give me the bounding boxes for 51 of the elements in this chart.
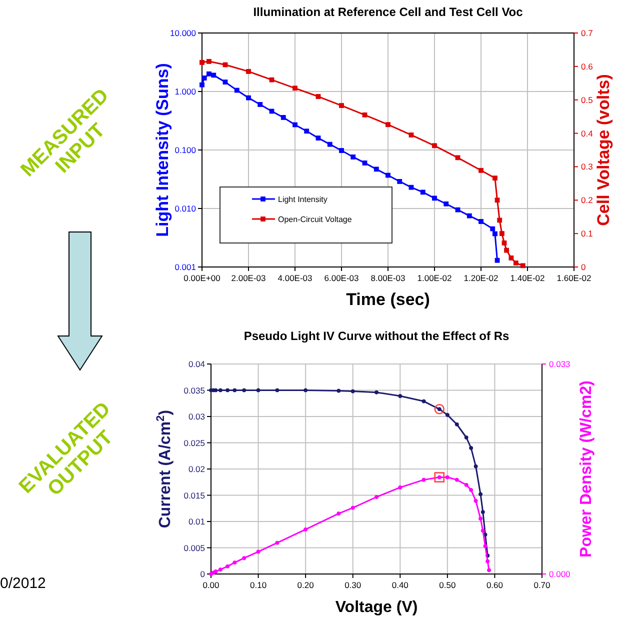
x-tick-label: 0.00 (202, 580, 220, 590)
y2-tick-label: 0.000 (549, 569, 571, 579)
x-tick-label: 0.50 (439, 580, 456, 590)
y2-tick-label: 0.6 (581, 61, 594, 72)
y2-tick-label: 0.1 (581, 228, 594, 239)
x-tick-label: 6.00E-03 (324, 273, 360, 283)
x-tick-label: 1.00E-02 (417, 273, 452, 283)
x-tick-label: 0.60 (486, 580, 504, 590)
x-axis-title: Time (sec) (346, 290, 430, 309)
y-tick-label: 0 (200, 569, 206, 579)
legend-label: Open-Circuit Voltage (278, 215, 352, 224)
x-tick-label: 0.00E+00 (184, 273, 221, 283)
y-tick-label: 0.01 (188, 516, 206, 526)
y-tick-label: 0.02 (188, 464, 206, 474)
x-tick-label: 4.00E-03 (278, 273, 313, 283)
y2-tick-label: 0.033 (549, 359, 571, 369)
text: 0/2012 (0, 575, 46, 592)
y-tick-label: 10.000 (170, 28, 196, 38)
y2-tick-label: 0.3 (581, 162, 594, 172)
y2-tick-label: 0 (581, 262, 586, 272)
y-axis-title: Light Intensity (Suns) (153, 63, 172, 237)
y-tick-label: 1.000 (174, 86, 196, 96)
x-tick-label: 1.40E-02 (510, 273, 546, 283)
y-tick-label: 0.015 (184, 490, 206, 500)
x-tick-label: 1.60E-02 (556, 273, 592, 283)
x-tick-label: 0.40 (392, 580, 409, 590)
y-tick-label: 0.03 (188, 412, 206, 422)
x-tick-label: 0.10 (250, 580, 267, 590)
y2-axis-title: Power Density (W/cm2) (578, 380, 595, 558)
y2-tick-label: 0.5 (581, 94, 594, 105)
x-tick-label: 2.00E-03 (231, 273, 266, 283)
chart-title: Illumination at Reference Cell and Test Cell Voc (253, 5, 524, 19)
y-tick-label: 0.010 (174, 204, 196, 214)
y2-tick-label: 0.2 (581, 195, 594, 206)
x-tick-label: 0.20 (297, 580, 314, 590)
y-tick-label: 0.001 (174, 262, 196, 272)
x-tick-label: 8.00E-03 (370, 273, 406, 283)
y-tick-label: 0.04 (188, 359, 206, 369)
y2-axis-title: Cell Voltage (volts) (594, 74, 613, 226)
chart-title: Pseudo Light IV Curve without the Effect of Rs (244, 329, 510, 343)
x-tick-label: 0.30 (344, 580, 362, 590)
y-tick-label: 0.005 (184, 542, 206, 553)
y-tick-label: 0.025 (184, 438, 206, 448)
y2-tick-label: 0.4 (581, 128, 594, 138)
y-tick-label: 0.100 (174, 145, 196, 155)
x-tick-label: 1.20E-02 (464, 273, 499, 283)
x-tick-label: 0.70 (534, 580, 551, 590)
y2-tick-label: 0.7 (581, 28, 594, 38)
y-tick-label: 0.035 (184, 385, 206, 396)
x-axis-title: Voltage (V) (335, 599, 418, 616)
legend-label: Light Intensity (278, 195, 328, 204)
